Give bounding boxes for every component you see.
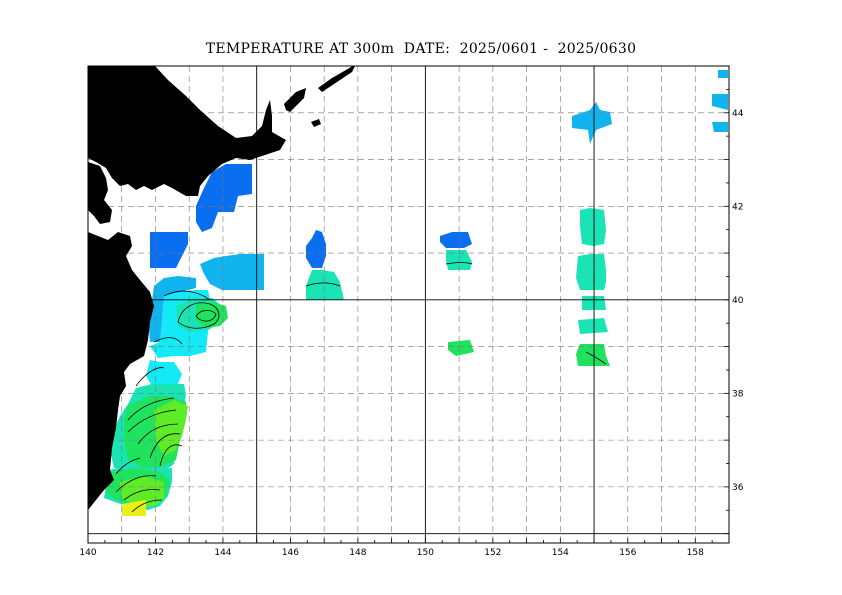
iturup-island-land xyxy=(318,66,355,92)
temperature-patch xyxy=(712,94,728,110)
temperature-patch xyxy=(306,230,326,268)
kunashir-island-land xyxy=(284,88,306,112)
contour-line xyxy=(159,444,183,467)
lat-tick-label: 40 xyxy=(732,296,744,306)
lon-tick-label: 158 xyxy=(687,548,704,558)
temperature-patch xyxy=(150,232,188,268)
temperature-patch xyxy=(200,254,264,290)
shikotan-island-land xyxy=(311,119,321,127)
lon-tick-label: 146 xyxy=(282,548,299,558)
lat-tick-label: 42 xyxy=(732,202,743,212)
contour-line xyxy=(305,282,341,287)
contour-line xyxy=(163,290,211,301)
contour-line xyxy=(177,302,220,329)
lon-tick-label: 148 xyxy=(349,548,366,558)
contour-line xyxy=(115,475,157,493)
lon-tick-label: 144 xyxy=(214,548,231,558)
lon-tick-label: 156 xyxy=(619,548,636,558)
contour-line xyxy=(135,367,165,387)
contour-line xyxy=(445,262,473,265)
temperature-patch xyxy=(154,400,188,456)
contour-line xyxy=(149,433,181,459)
contour-line xyxy=(127,397,175,421)
oshima-peninsula-land xyxy=(88,162,112,224)
temperature-patch xyxy=(146,360,182,388)
temperature-patch xyxy=(196,164,252,232)
temperature-patch xyxy=(122,500,146,516)
map-title: TEMPERATURE AT 300m DATE: 2025/0601 - 20… xyxy=(205,41,637,57)
map-axes: 140 142 144 146 148 150 152 154 156 158 36 38 40 42 44 xyxy=(79,65,744,558)
land-mass xyxy=(88,66,355,510)
temperature-patch xyxy=(448,340,474,356)
temperature-patch xyxy=(576,344,610,366)
temperature-patch xyxy=(148,276,196,342)
lon-tick-label: 140 xyxy=(79,548,96,558)
temperature-patch xyxy=(576,254,606,290)
temperature-patch xyxy=(196,302,228,328)
contour-line xyxy=(195,310,217,322)
contour-line xyxy=(131,499,163,513)
contour-line xyxy=(127,409,177,433)
temperature-patch xyxy=(580,208,606,246)
lat-tick-label: 38 xyxy=(732,389,744,399)
contour-line xyxy=(137,423,179,445)
contour-line xyxy=(123,489,161,501)
temperature-patch xyxy=(306,270,344,300)
temperature-patch xyxy=(578,318,608,334)
lon-tick-label: 154 xyxy=(552,548,569,558)
temperature-patch xyxy=(440,232,472,248)
lon-tick-label: 142 xyxy=(147,548,164,558)
lon-tick-label: 152 xyxy=(484,548,501,558)
honshu-land xyxy=(88,232,154,510)
lat-tick-label: 36 xyxy=(732,483,744,493)
temperature-patch xyxy=(712,122,728,132)
hokkaido-land xyxy=(88,66,286,196)
contour-line xyxy=(585,351,607,365)
isotherm-contours xyxy=(115,262,607,513)
contour-line xyxy=(153,337,183,345)
temperature-patch xyxy=(718,70,728,78)
lat-tick-label: 44 xyxy=(732,109,744,119)
lon-tick-label: 150 xyxy=(417,548,434,558)
contour-line xyxy=(115,457,141,475)
temperature-patch xyxy=(572,102,612,144)
